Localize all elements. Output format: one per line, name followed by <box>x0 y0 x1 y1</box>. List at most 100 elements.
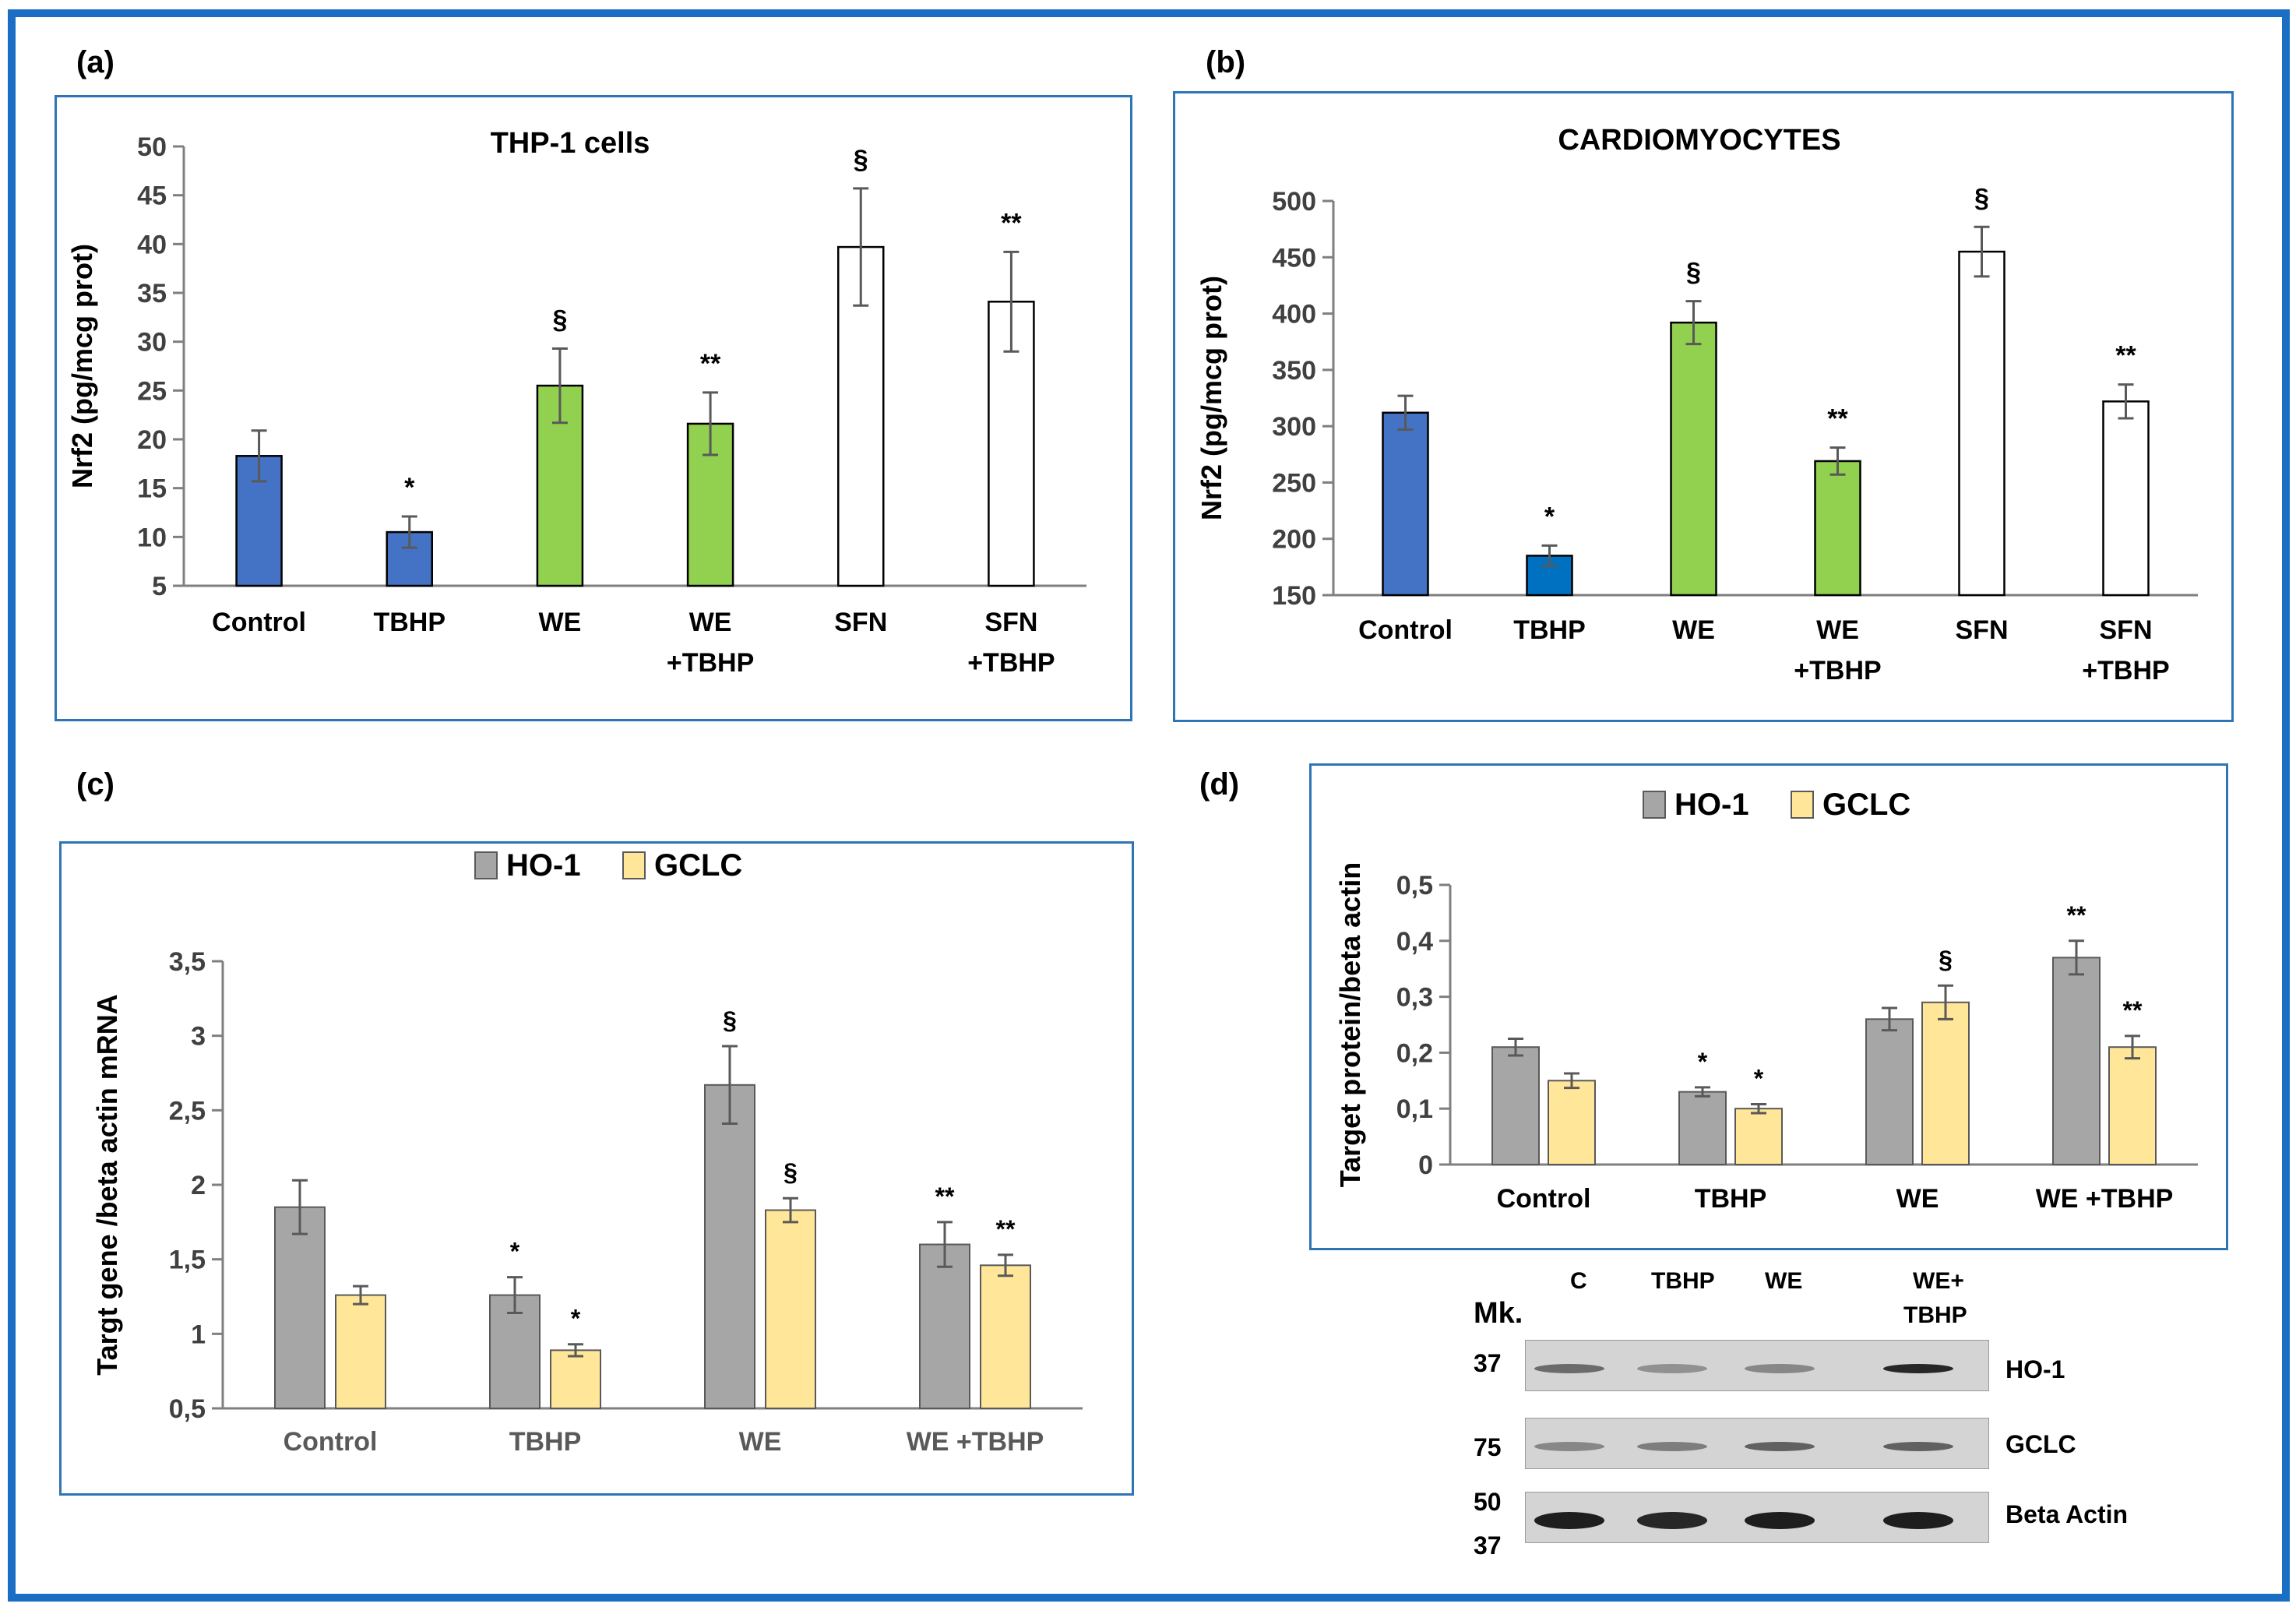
y-tick-label-c: 2 <box>191 1171 206 1200</box>
category-label-b: WE <box>1816 615 1859 645</box>
blot-strip-actin <box>1525 1492 1989 1543</box>
bar-c-GCLC <box>980 1264 1031 1409</box>
category-label-a: TBHP <box>373 608 445 637</box>
legend-label-d: HO-1 <box>1674 788 1749 822</box>
legend-label-d: GCLC <box>1822 788 1910 822</box>
category-label-a: WE <box>689 608 732 637</box>
category-label-b: WE <box>1672 615 1715 645</box>
bar-c-HO-1 <box>919 1243 970 1409</box>
category-label-c: WE <box>739 1427 782 1457</box>
blot-marker-title: Mk. <box>1474 1297 1523 1330</box>
blot-band <box>1883 1364 1953 1373</box>
significance-mark-b: ** <box>1827 404 1848 434</box>
legend-swatch-d <box>1791 791 1814 819</box>
y-tick-label-a: 15 <box>137 474 167 504</box>
significance-mark-b: § <box>1686 258 1701 287</box>
panel-label-b: (b) <box>1206 45 1246 79</box>
y-tick-label-d: 0,2 <box>1396 1038 1433 1068</box>
blot-row-label: Beta Actin <box>2005 1500 2129 1528</box>
y-tick-label-a: 45 <box>137 181 167 211</box>
y-tick-label-b: 250 <box>1272 468 1316 498</box>
blot-band <box>1637 1512 1707 1529</box>
category-label-a: SFN <box>834 608 887 637</box>
bar-c-HO-1 <box>274 1206 326 1409</box>
blot-mw-label: 37 <box>1474 1349 1502 1377</box>
significance-mark-d: * <box>1698 1048 1708 1076</box>
category-label-a: +TBHP <box>667 648 754 678</box>
y-tick-label-b: 350 <box>1272 356 1316 386</box>
blot-mw-label: 50 <box>1474 1488 1502 1516</box>
bar-d-GCLC <box>1921 1001 1970 1166</box>
category-label-b: +TBHP <box>2082 656 2169 685</box>
bar-b <box>1670 321 1717 597</box>
significance-mark-a: § <box>552 305 567 334</box>
significance-mark-b: § <box>1974 183 1989 213</box>
y-tick-label-a: 50 <box>137 132 167 162</box>
bar-d-HO-1 <box>1491 1046 1540 1165</box>
y-tick-label-d: 0,5 <box>1396 871 1433 900</box>
category-label-d: WE +TBHP <box>2036 1184 2174 1214</box>
y-tick-label-d: 0,3 <box>1396 983 1433 1013</box>
bar-d-HO-1 <box>1865 1018 1914 1165</box>
significance-mark-a: * <box>404 473 415 502</box>
y-tick-label-d: 0,4 <box>1396 927 1433 957</box>
y-tick-label-c: 3,5 <box>169 947 206 977</box>
legend-swatch-c <box>622 851 646 879</box>
panel-label-d: (d) <box>1199 767 1240 802</box>
blot-band <box>1534 1364 1604 1373</box>
blot-band <box>1534 1442 1604 1451</box>
significance-mark-d: § <box>1939 946 1953 974</box>
legend-swatch-c <box>474 851 498 879</box>
category-label-a: +TBHP <box>967 648 1055 678</box>
blot-lane-label: TBHP <box>1651 1268 1715 1294</box>
blot-band <box>1745 1442 1815 1451</box>
significance-mark-c: * <box>510 1238 520 1266</box>
blot-band <box>1883 1512 1953 1529</box>
significance-mark-a: ** <box>1001 208 1022 238</box>
bar-d-HO-1 <box>1678 1091 1727 1166</box>
panel-label-a: (a) <box>76 45 114 79</box>
panel-b-box <box>1173 91 2234 722</box>
blot-row-label: HO-1 <box>2005 1355 2065 1383</box>
blot-strip-gclc <box>1525 1418 1989 1469</box>
bar-b <box>1814 460 1861 597</box>
blot-strip-ho1 <box>1525 1340 1989 1391</box>
blot-band <box>1637 1364 1707 1373</box>
significance-mark-c: * <box>571 1305 581 1333</box>
significance-mark-a: § <box>854 145 868 174</box>
bar-c-GCLC <box>550 1349 601 1410</box>
y-tick-label-b: 450 <box>1272 243 1316 273</box>
y-tick-label-c: 0,5 <box>169 1394 206 1424</box>
y-tick-label-a: 10 <box>137 523 167 552</box>
category-label-b: Control <box>1358 615 1453 645</box>
y-tick-label-b: 400 <box>1272 300 1316 330</box>
y-tick-label-c: 2,5 <box>169 1096 206 1126</box>
bar-b <box>2102 400 2150 597</box>
bar-c-GCLC <box>335 1294 386 1409</box>
y-tick-label-b: 500 <box>1272 187 1316 217</box>
category-label-c: TBHP <box>509 1427 582 1457</box>
y-tick-label-a: 25 <box>137 376 167 406</box>
significance-mark-c: § <box>784 1158 798 1186</box>
bar-b <box>1958 250 2005 597</box>
bar-d-GCLC <box>1548 1080 1596 1166</box>
y-tick-label-a: 20 <box>137 425 167 455</box>
blot-row-label: GCLC <box>2005 1430 2076 1458</box>
panel-d-box <box>1309 763 2228 1250</box>
y-tick-label-a: 40 <box>137 230 167 259</box>
blot-band <box>1745 1364 1815 1373</box>
legend-label-c: HO-1 <box>506 848 581 883</box>
y-tick-label-a: 30 <box>137 328 167 358</box>
legend-label-c: GCLC <box>654 848 742 883</box>
bar-c-HO-1 <box>704 1084 755 1409</box>
panel-c-box <box>59 841 1134 1496</box>
chart-title-b: CARDIOMYOCYTES <box>1558 124 1840 157</box>
blot-band <box>1745 1512 1815 1529</box>
y-axis-label-d: Target protein/beta actin <box>1334 862 1366 1187</box>
blot-band <box>1534 1512 1604 1529</box>
category-label-d: TBHP <box>1695 1184 1767 1214</box>
blot-lane-label: WE <box>1765 1268 1803 1294</box>
figure-frame <box>8 9 2290 1602</box>
category-label-b: SFN <box>1956 615 2009 645</box>
